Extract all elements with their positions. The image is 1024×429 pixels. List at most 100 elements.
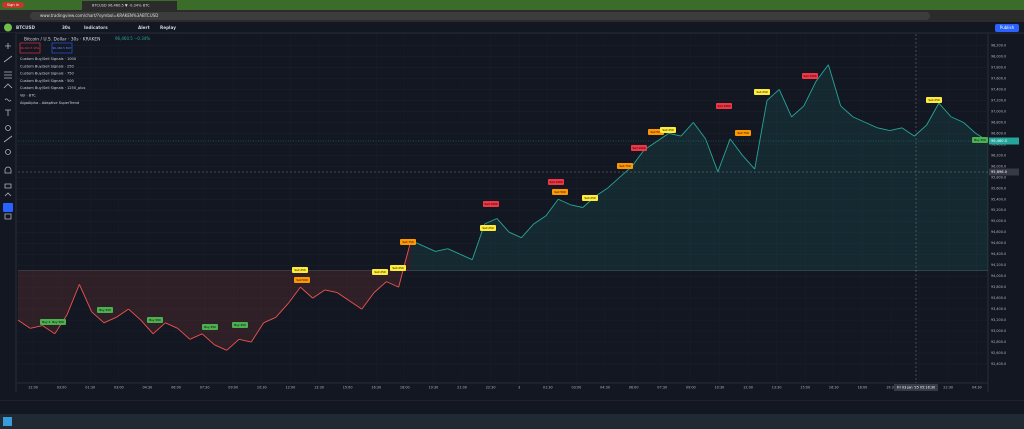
price-segment bbox=[263, 316, 277, 324]
active-tab[interactable] bbox=[82, 1, 177, 10]
time-tick-label: 04:30 bbox=[143, 386, 153, 390]
time-tick-label: 13:30 bbox=[314, 386, 324, 390]
price-segment bbox=[680, 122, 694, 137]
signal-box bbox=[294, 277, 310, 283]
price-segment bbox=[66, 284, 80, 315]
time-tick-label: 09:00 bbox=[228, 386, 238, 390]
signal-box bbox=[50, 319, 66, 325]
price-segment bbox=[201, 333, 215, 346]
price-segment bbox=[361, 292, 375, 310]
profile-pill[interactable] bbox=[2, 2, 24, 8]
signal-label: Sell 250 bbox=[662, 128, 673, 132]
time-tick-label: 18:00 bbox=[858, 386, 868, 390]
buy-box[interactable] bbox=[51, 42, 73, 54]
trend-fill bbox=[865, 122, 878, 271]
price-segment bbox=[865, 121, 878, 129]
profile-label[interactable]: Sign in bbox=[7, 3, 19, 7]
trend-fill bbox=[67, 270, 80, 315]
indicator-legend: Custom Buy/Sell Signals · 750 bbox=[20, 72, 75, 76]
toolbar-item[interactable]: 30s bbox=[62, 25, 71, 30]
address-text[interactable]: www.tradingview.com/chart/?symbol=KRAKEN… bbox=[40, 13, 158, 18]
indicator-legend: AlgoAlpha - Adaptive SuperTrend bbox=[20, 101, 79, 105]
trend-fill bbox=[275, 270, 289, 318]
price-segment bbox=[78, 284, 93, 313]
price-segment bbox=[115, 308, 129, 318]
signal-box bbox=[754, 89, 770, 95]
signal-box bbox=[802, 73, 818, 79]
price-segment bbox=[496, 218, 510, 233]
price-segment bbox=[152, 322, 166, 335]
price-segment bbox=[226, 338, 240, 351]
price-tick-label: 93,400.0 bbox=[991, 307, 1006, 311]
trend-fill bbox=[521, 223, 534, 271]
tool-icons[interactable] bbox=[3, 43, 13, 220]
toolbar-item[interactable]: Alert bbox=[138, 25, 150, 30]
trend-fill bbox=[18, 270, 31, 329]
price-segment bbox=[778, 89, 792, 118]
toolbar-item[interactable]: Replay bbox=[160, 25, 176, 30]
price-segment bbox=[177, 327, 191, 340]
start-button[interactable] bbox=[3, 417, 12, 426]
trend-fill bbox=[374, 270, 387, 293]
price-segment bbox=[705, 138, 719, 172]
sell-box-label[interactable]: 96,460.5 SELL bbox=[20, 46, 40, 50]
sell-box[interactable] bbox=[19, 42, 41, 54]
trend-fill bbox=[607, 177, 620, 271]
trend-fill bbox=[914, 125, 927, 271]
indicator-legend: Custom Buy/Sell Signals · 1250_plus bbox=[20, 86, 85, 90]
signal-label: Sell 250 bbox=[584, 196, 595, 200]
toolbar-item[interactable]: BTCUSD bbox=[16, 25, 36, 30]
signal-label: Sell 250 bbox=[374, 270, 385, 274]
buy-box-label[interactable]: 96,460.5 BUY bbox=[52, 46, 71, 50]
price-segment bbox=[398, 240, 412, 288]
signal-label: Sell 250 bbox=[756, 90, 767, 94]
price-tick-label: 96,200.0 bbox=[991, 153, 1006, 157]
price-segment bbox=[508, 231, 522, 239]
signal-box bbox=[97, 307, 113, 313]
time-tick-label: 04:30 bbox=[600, 386, 610, 390]
trend-fill bbox=[656, 133, 669, 271]
trend-fill bbox=[263, 270, 276, 323]
price-tick-label: 97,000.0 bbox=[991, 109, 1006, 113]
trend-fill bbox=[730, 138, 743, 271]
price-segment bbox=[287, 286, 301, 304]
trend-fill bbox=[79, 270, 92, 312]
price-segment bbox=[324, 289, 338, 294]
range-bar bbox=[0, 392, 1024, 401]
crosshair-price-tag bbox=[989, 168, 1019, 176]
price-tick-label: 94,200.0 bbox=[991, 263, 1006, 267]
trend-fill bbox=[631, 149, 645, 271]
publish-label[interactable]: Publish bbox=[1000, 25, 1015, 30]
chart-pane[interactable] bbox=[17, 34, 988, 383]
trend-fill bbox=[337, 270, 350, 301]
time-tick-label: 15:00 bbox=[800, 386, 810, 390]
price-segment bbox=[30, 325, 43, 329]
signal-label: Sell 500 bbox=[296, 278, 307, 282]
trend-fill bbox=[509, 232, 522, 271]
time-tick-label: 16:30 bbox=[371, 386, 381, 390]
price-segment bbox=[827, 64, 842, 107]
signal-label: Buy 250 bbox=[99, 308, 111, 312]
user-avatar[interactable] bbox=[4, 23, 12, 32]
trend-fill bbox=[484, 218, 497, 271]
plot bbox=[17, 64, 989, 351]
trend-fill bbox=[214, 270, 227, 351]
address-box[interactable] bbox=[30, 12, 930, 20]
price-segment bbox=[938, 102, 952, 118]
time-tick-label: 06:00 bbox=[171, 386, 181, 390]
time-tick-label: 04:30 bbox=[972, 386, 982, 390]
price-segment bbox=[459, 253, 473, 261]
price-segment bbox=[742, 155, 756, 170]
trend-fill bbox=[165, 270, 178, 329]
tab-title[interactable]: BTCUSD 96,460.5 ▼ -0.34% BTC bbox=[92, 4, 150, 8]
price-segment bbox=[42, 325, 56, 335]
price-segment bbox=[423, 245, 436, 252]
price-tick-label: 93,200.0 bbox=[991, 318, 1006, 322]
price-segment bbox=[373, 281, 387, 293]
signal-box bbox=[147, 317, 163, 323]
toolbar-item[interactable]: Indicators bbox=[84, 25, 108, 30]
publish-button[interactable] bbox=[995, 24, 1019, 32]
symbol-title: Bitcoin / U.S. Dollar · 30s · KRAKEN bbox=[24, 37, 100, 43]
trend-fill bbox=[766, 89, 780, 271]
